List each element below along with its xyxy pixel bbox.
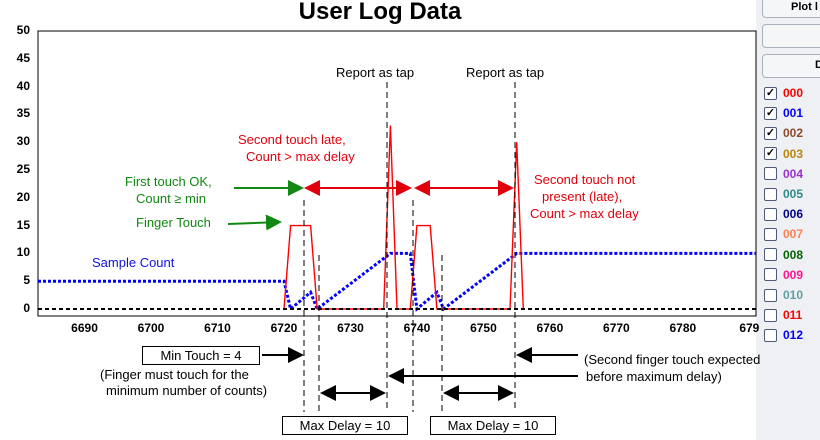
legend-checkbox[interactable]: ✓ bbox=[764, 126, 777, 140]
legend-label: 006 bbox=[783, 207, 804, 222]
y-tick-label: 50 bbox=[16, 23, 30, 37]
legend-item[interactable]: ✓ 003 bbox=[764, 145, 803, 163]
legend-item[interactable]: 009 bbox=[764, 266, 803, 284]
legend-checkbox[interactable] bbox=[764, 187, 777, 201]
legend-checkbox[interactable] bbox=[764, 288, 777, 302]
x-tick-label: 679 bbox=[739, 321, 760, 335]
legend-item[interactable]: 007 bbox=[764, 225, 803, 243]
min-touch-note-1: (Finger must touch for the bbox=[100, 367, 249, 382]
y-tick-label: 20 bbox=[16, 189, 30, 204]
max-delay-box-2: Max Delay = 10 bbox=[430, 416, 556, 435]
report-tap-label-2: Report as tap bbox=[466, 65, 545, 80]
legend-checkbox[interactable]: ✓ bbox=[764, 147, 777, 161]
x-tick-label: 6770 bbox=[603, 321, 630, 335]
y-tick-label: 25 bbox=[16, 162, 30, 176]
min-touch-note-2: minimum number of counts) bbox=[106, 383, 268, 398]
x-tick-label: 6730 bbox=[337, 321, 364, 335]
arrow-finger-touch bbox=[227, 214, 282, 231]
legend-label: 009 bbox=[783, 267, 804, 282]
legend-item[interactable]: ✓ 002 bbox=[764, 124, 803, 142]
legend-item[interactable]: 005 bbox=[764, 185, 803, 203]
legend-label: 007 bbox=[783, 227, 804, 242]
x-tick-label: 6740 bbox=[403, 321, 431, 335]
legend-checkbox[interactable] bbox=[764, 227, 777, 241]
chart-title: User Log Data bbox=[298, 0, 462, 25]
second-late-line-2: Count > max delay bbox=[246, 149, 355, 164]
y-tick-label: 30 bbox=[16, 134, 30, 149]
legend-checkbox[interactable]: ✓ bbox=[764, 86, 777, 100]
legend-item[interactable]: 011 bbox=[764, 306, 802, 324]
expected-note-2: before maximum delay) bbox=[586, 369, 722, 384]
first-ok-line-2: Count ≥ min bbox=[136, 191, 206, 206]
second-late-line-1: Second touch late, bbox=[238, 132, 346, 147]
legend-checkbox[interactable] bbox=[764, 207, 777, 221]
legend-label: 010 bbox=[783, 288, 804, 302]
x-tick-label: 6780 bbox=[669, 321, 697, 335]
y-tick-label: 40 bbox=[16, 78, 30, 93]
x-tick-label: 6700 bbox=[137, 321, 165, 335]
plot-area bbox=[37, 30, 757, 317]
legend-label: 012 bbox=[783, 328, 804, 343]
x-tick-label: 6690 bbox=[71, 321, 98, 335]
finger-touch-label: Finger Touch bbox=[136, 215, 211, 230]
max-delay-box-1: Max Delay = 10 bbox=[282, 416, 408, 435]
legend-label: 005 bbox=[783, 187, 804, 201]
legend-label: 000 bbox=[783, 86, 804, 100]
legend-label: 001 bbox=[783, 106, 804, 121]
legend-checkbox[interactable] bbox=[764, 248, 777, 262]
legend-item[interactable]: 004 bbox=[764, 165, 803, 183]
legend-label: 003 bbox=[783, 146, 804, 161]
y-tick-label: 45 bbox=[16, 50, 30, 65]
legend-item[interactable]: ✓ 000 bbox=[764, 84, 803, 102]
legend-item[interactable]: 006 bbox=[764, 205, 803, 223]
min-touch-box: Min Touch = 4 bbox=[142, 346, 260, 365]
legend-label: 002 bbox=[783, 126, 804, 141]
y-tick-label: 5 bbox=[23, 273, 30, 288]
not-present-line-3: Count > max delay bbox=[530, 206, 639, 221]
legend-checkbox[interactable] bbox=[764, 308, 777, 322]
x-tick-label: 6750 bbox=[470, 321, 497, 335]
report-tap-label-1: Report as tap bbox=[336, 65, 415, 80]
side-button-2[interactable] bbox=[762, 24, 820, 48]
plot-button[interactable]: Plot l bbox=[762, 0, 820, 18]
legend-label: 011 bbox=[783, 308, 803, 323]
y-tick-label: 15 bbox=[16, 217, 30, 232]
y-tick-label: 10 bbox=[16, 245, 30, 260]
expected-note-1: (Second finger touch expected bbox=[584, 352, 761, 367]
legend-item[interactable]: 010 bbox=[764, 286, 803, 304]
sample-count-label: Sample Count bbox=[92, 255, 175, 270]
first-ok-line-1: First touch OK, bbox=[125, 174, 212, 189]
legend-label: 008 bbox=[783, 247, 804, 262]
legend-label: 004 bbox=[783, 166, 804, 181]
legend-checkbox[interactable] bbox=[764, 328, 777, 342]
legend-checkbox[interactable]: ✓ bbox=[764, 106, 777, 120]
x-tick-label: 6720 bbox=[270, 321, 298, 335]
side-button-3[interactable]: D bbox=[762, 54, 820, 78]
y-tick-label: 35 bbox=[16, 106, 30, 121]
y-tick-label: 0 bbox=[23, 301, 30, 315]
legend-item[interactable]: ✓ 001 bbox=[764, 104, 803, 122]
legend-item[interactable]: 012 bbox=[764, 326, 803, 344]
legend-checkbox[interactable] bbox=[764, 167, 777, 181]
legend-item[interactable]: 008 bbox=[764, 246, 803, 264]
not-present-line-1: Second touch not bbox=[534, 172, 636, 187]
x-tick-label: 6710 bbox=[204, 321, 231, 335]
x-tick-label: 6760 bbox=[536, 321, 564, 335]
not-present-line-2: present (late), bbox=[542, 189, 623, 204]
legend-checkbox[interactable] bbox=[764, 268, 777, 282]
